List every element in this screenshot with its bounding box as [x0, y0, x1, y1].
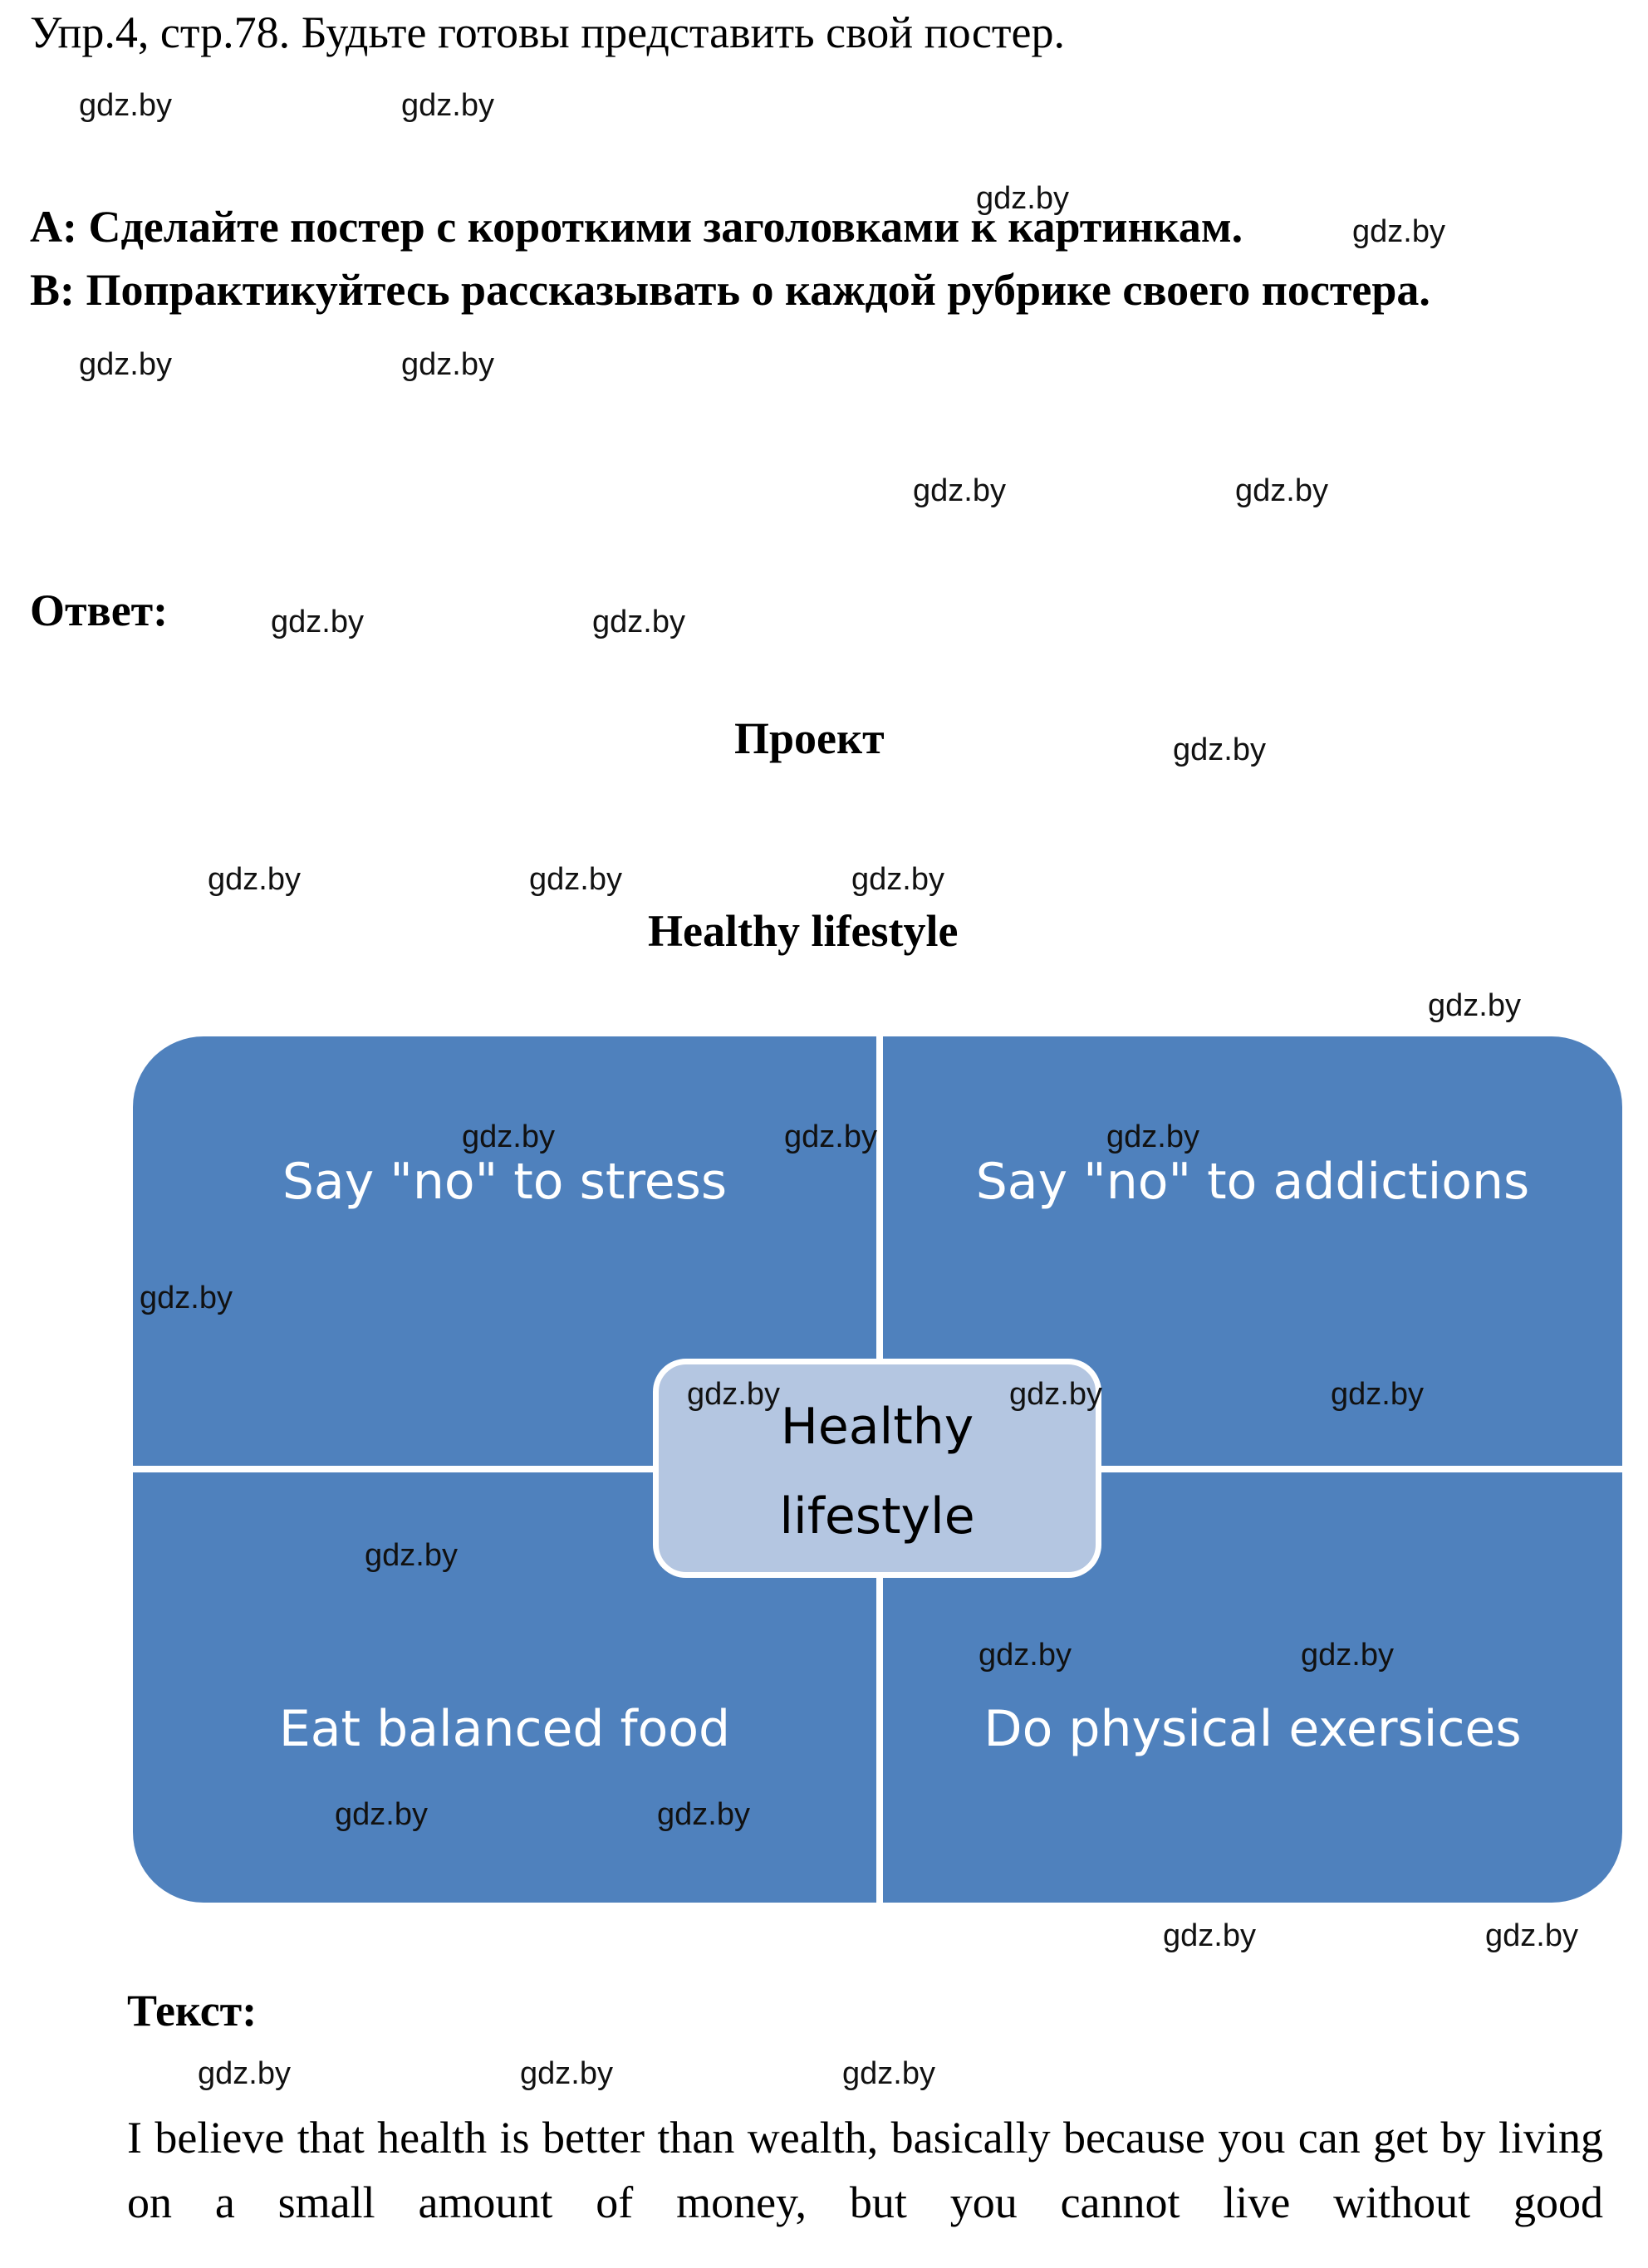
watermark: gdz.by — [1352, 214, 1445, 249]
watermark: gdz.by — [1485, 1918, 1578, 1953]
watermark: gdz.by — [657, 1797, 750, 1832]
watermark: gdz.by — [842, 2056, 935, 2091]
watermark: gdz.by — [1301, 1638, 1394, 1673]
quadrant-bottom-left: Eat balanced food — [133, 1472, 876, 1903]
poster-title: Healthy lifestyle — [648, 906, 959, 956]
watermark: gdz.by — [687, 1377, 780, 1412]
watermark: gdz.by — [1331, 1377, 1424, 1412]
watermark: gdz.by — [365, 1538, 458, 1573]
watermark: gdz.by — [1428, 988, 1521, 1023]
task-a: А: Сделайте постер с короткими заголовка… — [30, 202, 1243, 252]
watermark: gdz.by — [198, 2056, 291, 2091]
exercise-title: Упр.4, стр.78. Будьте готовы представить… — [30, 7, 1065, 57]
watermark: gdz.by — [520, 2056, 613, 2091]
watermark: gdz.by — [529, 862, 622, 897]
watermark: gdz.by — [401, 347, 494, 382]
center-label-line2: lifestyle — [779, 1487, 975, 1545]
text-label: Текст: — [127, 1986, 258, 2035]
watermark: gdz.by — [784, 1119, 877, 1154]
watermark: gdz.by — [79, 347, 172, 382]
watermark: gdz.by — [976, 181, 1069, 216]
quadrant-label-food: Eat balanced food — [278, 1700, 731, 1758]
watermark: gdz.by — [335, 1797, 428, 1832]
watermark: gdz.by — [462, 1119, 555, 1154]
watermark: gdz.by — [1173, 732, 1266, 767]
watermark: gdz.by — [851, 862, 944, 897]
watermark: gdz.by — [592, 605, 685, 639]
watermark: gdz.by — [401, 88, 494, 123]
watermark: gdz.by — [913, 473, 1006, 508]
task-b: В: Попрактикуйтесь рассказывать о каждой… — [30, 265, 1430, 315]
watermark: gdz.by — [1106, 1119, 1199, 1154]
watermark: gdz.by — [79, 88, 172, 123]
watermark: gdz.by — [1009, 1377, 1102, 1412]
quadrant-label-exercise: Do physical exersices — [983, 1700, 1522, 1758]
text-paragraph: I believe that health is better than wea… — [127, 2113, 1603, 2227]
watermark: gdz.by — [1235, 473, 1328, 508]
watermark: gdz.by — [140, 1281, 233, 1315]
quadrant-label-stress: Say "no" to stress — [282, 1153, 728, 1211]
answer-label: Ответ: — [30, 585, 169, 635]
watermark: gdz.by — [1163, 1918, 1256, 1953]
watermark: gdz.by — [978, 1638, 1072, 1673]
center-label-line1: Healthy — [780, 1398, 974, 1456]
project-label: Проект — [734, 713, 885, 763]
watermark: gdz.by — [271, 605, 364, 639]
healthy-lifestyle-diagram: Say "no" to stress Say "no" to addiction… — [133, 1036, 1622, 1903]
quadrant-label-addictions: Say "no" to addictions — [975, 1153, 1530, 1211]
center-box: Healthy lifestyle — [653, 1359, 1101, 1578]
watermark: gdz.by — [208, 862, 301, 897]
